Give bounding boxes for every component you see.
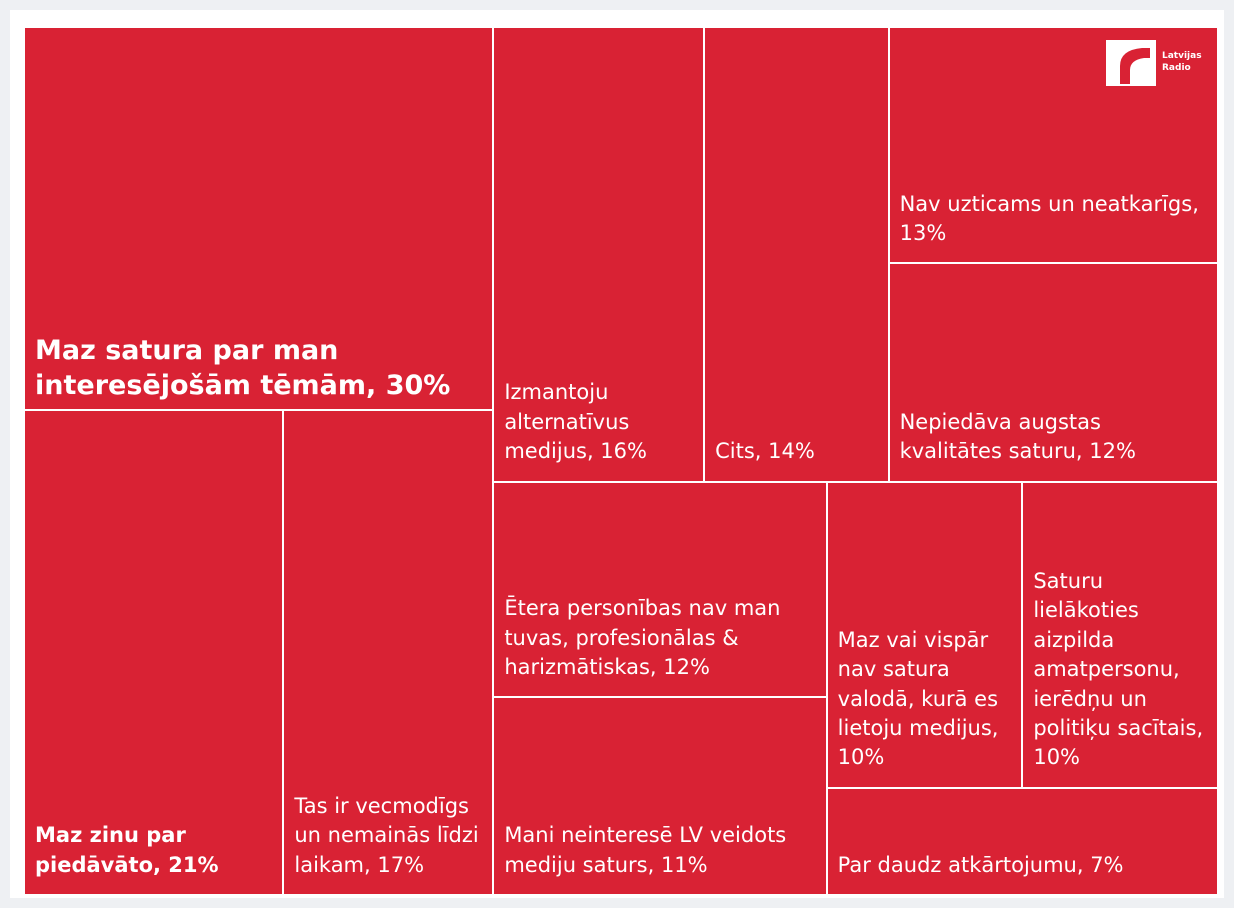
tile-label: Maz zinu par piedāvāto, 21% xyxy=(35,823,219,877)
tile-label: Saturu lielākoties aizpilda amatpersonu,… xyxy=(1033,569,1204,770)
tile: Nav uzticams un neatkarīgs, 13% xyxy=(888,27,1218,264)
tile-label: Nepiedāva augstas kvalitātes saturu, 12% xyxy=(899,409,1136,464)
tile-label: Tas ir vecmodīgs un nemainās līdzi laika… xyxy=(294,793,479,877)
tile-label: Par daudz atkārtojumu, 7% xyxy=(837,852,1124,877)
tile-label: Ētera personības nav man tuvas, profesio… xyxy=(504,596,781,679)
tile: Mani neinteresē LV veidots mediju saturs… xyxy=(493,697,827,895)
tile: Maz vai vispār nav satura valodā, kurā e… xyxy=(826,481,1023,788)
treemap: Maz satura par man interesējošām tēmām, … xyxy=(24,27,1218,895)
tile-label: Izmantoju alternatīvus medijus, 16% xyxy=(504,380,647,464)
logo-text: Latvijas Radio xyxy=(1162,51,1202,73)
tile: Saturu lielākoties aizpilda amatpersonu,… xyxy=(1022,481,1218,788)
tile-label: Nav uzticams un neatkarīgs, 13% xyxy=(899,191,1199,246)
tile: Tas ir vecmodīgs un nemainās līdzi laika… xyxy=(283,409,494,895)
tile: Par daudz atkārtojumu, 7% xyxy=(826,787,1218,895)
tile: Izmantoju alternatīvus medijus, 16% xyxy=(493,27,705,482)
tile-label: Mani neinteresē LV veidots mediju saturs… xyxy=(504,823,787,877)
logo-icon xyxy=(1106,40,1156,86)
tile: Maz zinu par piedāvāto, 21% xyxy=(24,409,284,895)
tile-label: Maz satura par man interesējošām tēmām, … xyxy=(35,334,451,401)
tile: Cits, 14% xyxy=(704,27,889,482)
tile: Nepiedāva augstas kvalitātes saturu, 12% xyxy=(888,263,1218,482)
tile-label: Cits, 14% xyxy=(715,439,815,464)
tile: Maz satura par man interesējošām tēmām, … xyxy=(24,27,494,410)
tile-label: Maz vai vispār nav satura valodā, kurā e… xyxy=(837,627,999,770)
tile: Ētera personības nav man tuvas, profesio… xyxy=(493,481,827,698)
logo: Latvijas Radio xyxy=(1106,40,1202,86)
